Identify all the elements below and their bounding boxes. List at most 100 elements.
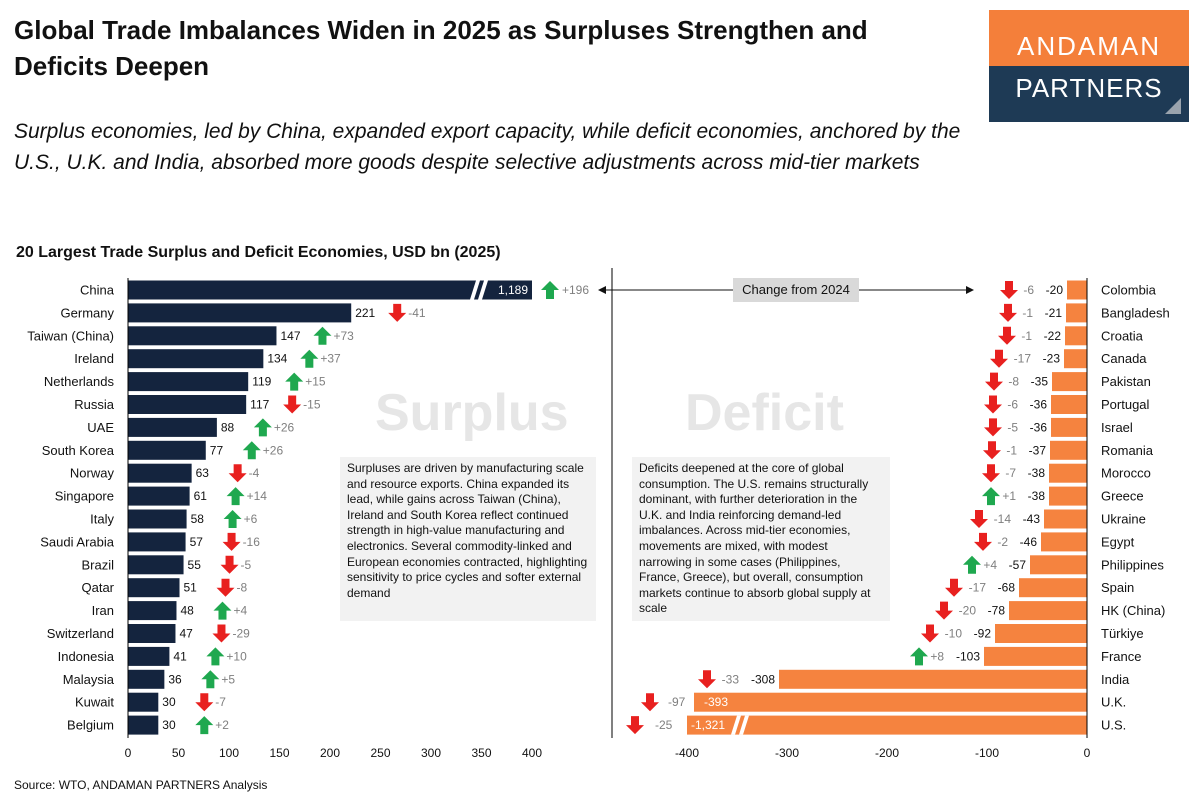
deficit-category-label: Romania: [1101, 443, 1154, 458]
decrease-arrow-icon: [228, 464, 247, 483]
surplus-change-label: +26: [263, 443, 284, 457]
deficit-change-label: -2: [997, 535, 1008, 549]
deficit-value-label: -43: [1023, 512, 1041, 526]
deficit-bar: [1044, 509, 1087, 529]
surplus-x-tick-label: 250: [370, 746, 390, 760]
surplus-value-label: 119: [252, 375, 271, 389]
deficit-bar: [1067, 280, 1087, 300]
surplus-category-label: Italy: [90, 512, 114, 527]
increase-arrow-icon: [206, 647, 225, 666]
source-note: Source: WTO, ANDAMAN PARTNERS Analysis: [14, 778, 268, 792]
surplus-value-label: 61: [194, 489, 208, 503]
deficit-bar: [1049, 463, 1087, 483]
decrease-arrow-icon: [1000, 281, 1018, 299]
surplus-category-label: Norway: [70, 466, 115, 481]
right-arrowhead-icon: [966, 286, 974, 294]
deficit-category-label: France: [1101, 649, 1141, 664]
surplus-x-tick-label: 300: [421, 746, 441, 760]
increase-arrow-icon: [226, 487, 245, 506]
surplus-x-tick-label: 400: [522, 746, 542, 760]
surplus-x-tick-label: 0: [125, 746, 132, 760]
decrease-arrow-icon: [974, 532, 992, 551]
decrease-arrow-icon: [222, 532, 241, 551]
deficit-value-label: -20: [1046, 283, 1064, 297]
surplus-watermark: Surplus: [375, 384, 569, 442]
surplus-value-label: 30: [162, 695, 176, 709]
surplus-category-label: South Korea: [42, 443, 115, 458]
surplus-category-label: Ireland: [74, 351, 114, 366]
surplus-value-label: 47: [179, 627, 193, 641]
deficit-change-label: -8: [1008, 375, 1019, 389]
deficit-bar: [1009, 601, 1087, 621]
increase-arrow-icon: [195, 716, 214, 735]
deficit-x-tick-label: -200: [875, 746, 899, 760]
decrease-arrow-icon: [985, 372, 1003, 391]
deficit-change-label: -1: [1006, 443, 1017, 457]
surplus-change-label: -29: [232, 627, 250, 641]
surplus-change-label: -41: [408, 306, 426, 320]
surplus-change-label: +10: [226, 649, 247, 663]
surplus-change-label: -15: [303, 398, 321, 412]
increase-arrow-icon: [300, 349, 319, 368]
surplus-bar: [128, 440, 206, 460]
surplus-value-label: 57: [190, 535, 204, 549]
deficit-value-label: -46: [1020, 535, 1038, 549]
surplus-category-label: Taiwan (China): [27, 328, 114, 343]
surplus-bar: [128, 349, 264, 369]
logo-line-1: ANDAMAN: [989, 10, 1189, 66]
surplus-bar: [128, 555, 184, 575]
surplus-x-tick-label: 200: [320, 746, 340, 760]
deficit-change-label: +4: [983, 558, 997, 572]
deficit-bar: [1041, 532, 1087, 552]
deficit-change-label: -25: [655, 718, 673, 732]
surplus-bar: [128, 280, 532, 300]
deficit-x-tick-label: -400: [675, 746, 699, 760]
deficit-value-label: -1,321: [691, 718, 725, 732]
surplus-value-label: 41: [173, 649, 187, 663]
surplus-bar: [128, 624, 176, 643]
deficit-change-label: -1: [1021, 329, 1032, 343]
decrease-arrow-icon: [921, 624, 939, 643]
chart-title: 20 Largest Trade Surplus and Deficit Eco…: [16, 244, 501, 261]
surplus-change-label: -8: [237, 581, 248, 595]
deficit-category-label: HK (China): [1101, 603, 1165, 618]
logo-line-2: PARTNERS: [989, 66, 1189, 122]
deficit-watermark: Deficit: [685, 384, 844, 442]
deficit-category-label: Philippines: [1101, 557, 1164, 572]
deficit-change-label: -7: [1005, 466, 1016, 480]
surplus-category-label: Qatar: [81, 580, 114, 595]
deficit-bar: [1066, 303, 1087, 323]
increase-arrow-icon: [910, 647, 928, 666]
deficit-value-label: -103: [956, 649, 980, 663]
surplus-value-label: 30: [162, 718, 176, 732]
surplus-value-label: 77: [210, 443, 224, 457]
deficit-bar: [1051, 395, 1087, 414]
surplus-value-label: 48: [180, 604, 194, 618]
increase-arrow-icon: [242, 441, 261, 460]
surplus-category-label: Netherlands: [44, 374, 115, 389]
deficit-category-label: Greece: [1101, 489, 1144, 504]
surplus-change-label: -7: [215, 695, 226, 709]
deficit-value-label: -38: [1028, 489, 1046, 503]
deficit-change-label: -14: [994, 512, 1012, 526]
increase-arrow-icon: [541, 281, 559, 299]
surplus-bar: [128, 509, 187, 529]
deficit-category-label: Croatia: [1101, 328, 1144, 343]
deficit-category-label: Türkiye: [1101, 626, 1144, 641]
surplus-change-label: +73: [333, 329, 354, 343]
deficit-change-label: -6: [1007, 398, 1018, 412]
deficit-change-label: -33: [722, 672, 740, 686]
deficit-value-label: -68: [998, 581, 1016, 595]
deficit-bar: [779, 669, 1087, 689]
deficit-bar: [1052, 372, 1087, 392]
deficit-category-label: Morocco: [1101, 466, 1151, 481]
decrease-arrow-icon: [999, 303, 1017, 322]
surplus-category-label: Russia: [74, 397, 115, 412]
surplus-value-label: 117: [250, 398, 269, 412]
deficit-category-label: Israel: [1101, 420, 1133, 435]
decrease-arrow-icon: [982, 464, 1000, 483]
surplus-change-label: +26: [274, 420, 295, 434]
page-title: Global Trade Imbalances Widen in 2025 as…: [14, 15, 868, 81]
deficit-category-label: U.S.: [1101, 718, 1126, 733]
deficit-change-label: -97: [668, 695, 686, 709]
